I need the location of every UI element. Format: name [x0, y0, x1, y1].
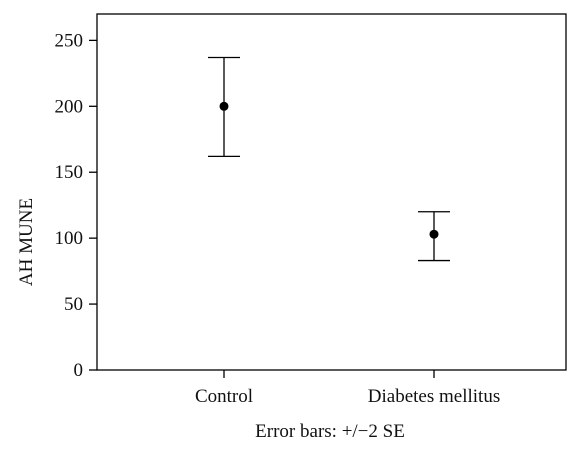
y-tick-label: 50	[64, 294, 83, 315]
y-axis-ticks: 0 50 100 150 200 250	[55, 30, 97, 381]
mean-point	[429, 229, 439, 239]
plot-border	[96, 13, 567, 371]
x-tick-label: Diabetes mellitus	[368, 386, 500, 407]
y-tick-label: 100	[55, 228, 84, 249]
error-bar-marks	[208, 56, 450, 262]
mean-point	[219, 101, 229, 111]
y-tick-label: 150	[55, 162, 84, 183]
y-tick-label: 0	[74, 360, 84, 381]
x-tick-label: Control	[195, 386, 253, 407]
x-axis-ticks: Control Diabetes mellitus	[195, 370, 500, 407]
y-tick-label: 200	[55, 96, 84, 117]
y-tick-label: 250	[55, 30, 84, 51]
error-bars-caption: Error bars: +/−2 SE	[255, 421, 405, 442]
y-axis-label: AH MUNE	[16, 198, 37, 286]
plot-frame	[96, 13, 567, 371]
